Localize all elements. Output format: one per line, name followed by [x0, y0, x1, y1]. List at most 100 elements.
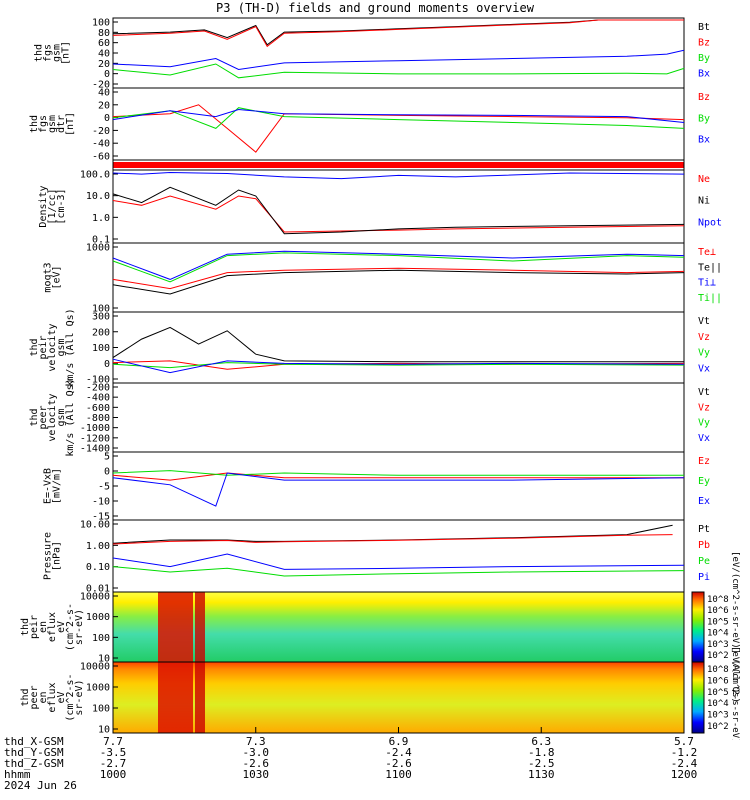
ephemeris-value: 6.3: [531, 735, 552, 748]
series-line-Bz: [112, 19, 684, 48]
y-tick-label: 100: [92, 18, 110, 29]
ephemeris-value: 6.9: [388, 735, 409, 748]
y-axis-label: [1/cc]: [47, 188, 58, 224]
legend-label: By: [698, 113, 710, 124]
panel-frame: [112, 382, 685, 453]
legend-label: Ti⊥: [698, 278, 716, 289]
y-tick-label: 100: [92, 343, 110, 354]
y-tick-label: 60: [98, 38, 110, 49]
y-tick-label: 10: [98, 654, 110, 665]
y-tick-label: 0: [104, 467, 110, 478]
y-tick-label: -800: [86, 413, 110, 424]
panel-frame: [112, 87, 685, 161]
y-tick-label: 1000: [86, 243, 110, 254]
y-axis-label: peer: [29, 685, 40, 709]
legend-label: Vy: [698, 348, 710, 359]
colorbar-tick-label: 10^4: [707, 629, 729, 639]
panel-frame: [112, 169, 685, 244]
spectrogram-10: [113, 662, 684, 733]
colorbar-tick-label: 10^8: [707, 595, 729, 605]
y-tick-label: 100: [92, 633, 110, 644]
y-tick-label: -1400: [80, 444, 110, 455]
y-axis-label: peer: [38, 405, 49, 429]
series-line-Bz: [112, 104, 685, 153]
panel-frame: [112, 519, 685, 593]
y-tick-label: 40: [98, 49, 110, 60]
panel-frame: [112, 242, 685, 313]
y-tick-label: 0: [104, 113, 110, 124]
y-axis-label: (cm^2-s-: [65, 673, 76, 721]
panel-frame: [112, 311, 685, 384]
spectrogram-burst: [158, 662, 193, 733]
colorbar-tick-label: 10^5: [707, 688, 729, 698]
legend-label: Ey: [698, 476, 710, 487]
y-tick-label: 0.01: [86, 584, 110, 595]
legend-label: Ni: [698, 196, 710, 207]
legend-label: Vy: [698, 418, 710, 429]
legend-label: Pi: [698, 572, 710, 583]
y-axis-label: velocity: [47, 323, 58, 371]
y-axis-label: gsm: [47, 115, 58, 133]
y-tick-label: -60: [92, 152, 110, 163]
ephemeris-value: 1200: [670, 768, 698, 781]
y-axis-label: km/s (All Qs): [65, 308, 76, 386]
y-axis-label: [nT]: [65, 112, 76, 136]
y-tick-label: 0: [104, 69, 110, 80]
y-tick-label: -15: [92, 512, 110, 523]
colorbar-label: [eV/(cm^2-s-sr-eV)] (All Qs): [730, 551, 740, 703]
ephemeris-value: 1030: [242, 768, 270, 781]
legend-label: Pb: [698, 540, 710, 551]
y-tick-label: -400: [86, 393, 110, 404]
y-axis-label: velocity: [47, 393, 58, 441]
series-line-Ne: [112, 195, 685, 233]
y-axis-label: peir: [29, 615, 40, 639]
y-tick-label: 20: [98, 59, 110, 70]
y-tick-label: 100: [92, 704, 110, 715]
series-line-Bt: [112, 19, 684, 46]
y-axis-label: eV: [56, 621, 67, 633]
y-axis-label: [cm-3]: [56, 188, 67, 224]
series-line-Te: [112, 267, 685, 290]
ephemeris-value: -1.2: [670, 746, 698, 759]
legend-label: Bz: [698, 92, 710, 103]
y-axis-label: [mV/m]: [52, 468, 63, 504]
series-line-Ti: [112, 250, 685, 280]
y-tick-label: 10: [98, 725, 110, 736]
ephemeris-label: hhmm: [4, 768, 31, 781]
colorbar-tick-label: 10^5: [707, 617, 729, 627]
ephemeris-value: 7.7: [103, 735, 123, 748]
ephemeris-value: -2.6: [242, 757, 270, 770]
series-line-Pi: [112, 553, 685, 570]
y-axis-label: eV: [56, 691, 67, 703]
y-tick-label: -20: [92, 80, 110, 91]
series-line-Npot: [112, 171, 685, 180]
series-line-By: [112, 107, 685, 129]
y-axis-label: thd: [34, 44, 45, 62]
ephemeris-value: 5.7: [674, 735, 694, 748]
y-tick-label: 10000: [80, 662, 110, 673]
series-line-Vx: [112, 358, 685, 374]
series-line-Vt: [112, 326, 684, 363]
y-axis-label: fgs: [38, 115, 49, 133]
ephemeris-value: -2.6: [385, 757, 412, 770]
y-tick-label: 20: [98, 100, 110, 111]
ephemeris-value: 1130: [528, 768, 555, 781]
y-tick-label: 1000: [86, 683, 110, 694]
y-axis-label: [eV]: [52, 265, 63, 289]
ephemeris-value: -2.4: [670, 757, 698, 770]
y-axis-label: [nT]: [61, 41, 72, 65]
spectrogram-burst: [195, 592, 205, 662]
legend-label: Pe: [698, 556, 710, 567]
ephemeris-value: 7.3: [245, 735, 266, 748]
colorbar-label: [eV/(cm^2-s-sr-eV)]: [730, 646, 740, 740]
y-tick-label: -200: [86, 383, 110, 394]
colorbar: [691, 591, 705, 663]
legend-label: Ez: [698, 456, 710, 467]
y-axis-label: fgs: [43, 44, 54, 62]
colorbar-tick-label: 10^3: [707, 711, 729, 721]
y-tick-label: -600: [86, 403, 110, 414]
y-tick-label: 10.00: [80, 520, 110, 531]
series-line-Ni: [112, 186, 685, 235]
y-tick-label: 0.10: [86, 562, 110, 573]
y-tick-label: 1.0: [92, 213, 110, 224]
